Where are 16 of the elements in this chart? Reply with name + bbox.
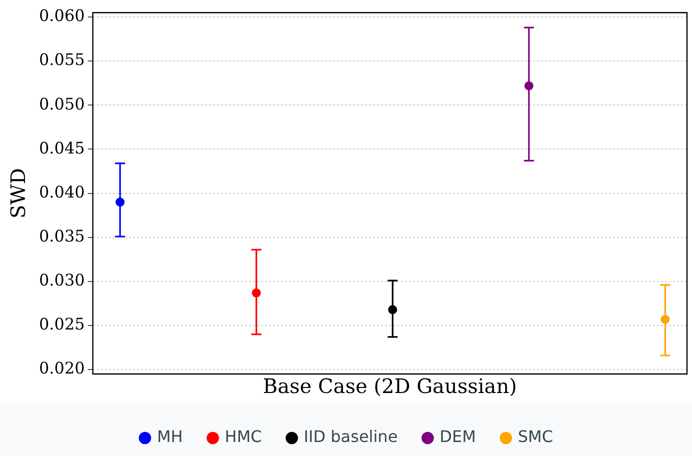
y-tick-label: 0.030: [38, 270, 85, 290]
x-axis-title: Base Case (2D Gaussian): [262, 374, 517, 398]
y-tick-label: 0.050: [38, 94, 85, 114]
legend-label: SMC: [518, 427, 554, 446]
y-tick-label: 0.040: [38, 182, 85, 202]
y-tick-label: 0.025: [38, 314, 85, 334]
legend-label: HMC: [224, 427, 262, 446]
y-tick-label: 0.020: [38, 358, 85, 378]
y-tick-label: 0.035: [38, 226, 85, 246]
y-tick-label: 0.045: [38, 138, 85, 158]
legend-label: IID baseline: [304, 427, 398, 446]
y-axis-title: SWD: [6, 168, 30, 218]
legend-label: MH: [156, 427, 183, 446]
legend-label: DEM: [440, 427, 476, 446]
y-tick-label: 0.060: [38, 6, 85, 26]
y-tick-label: 0.055: [38, 50, 85, 70]
